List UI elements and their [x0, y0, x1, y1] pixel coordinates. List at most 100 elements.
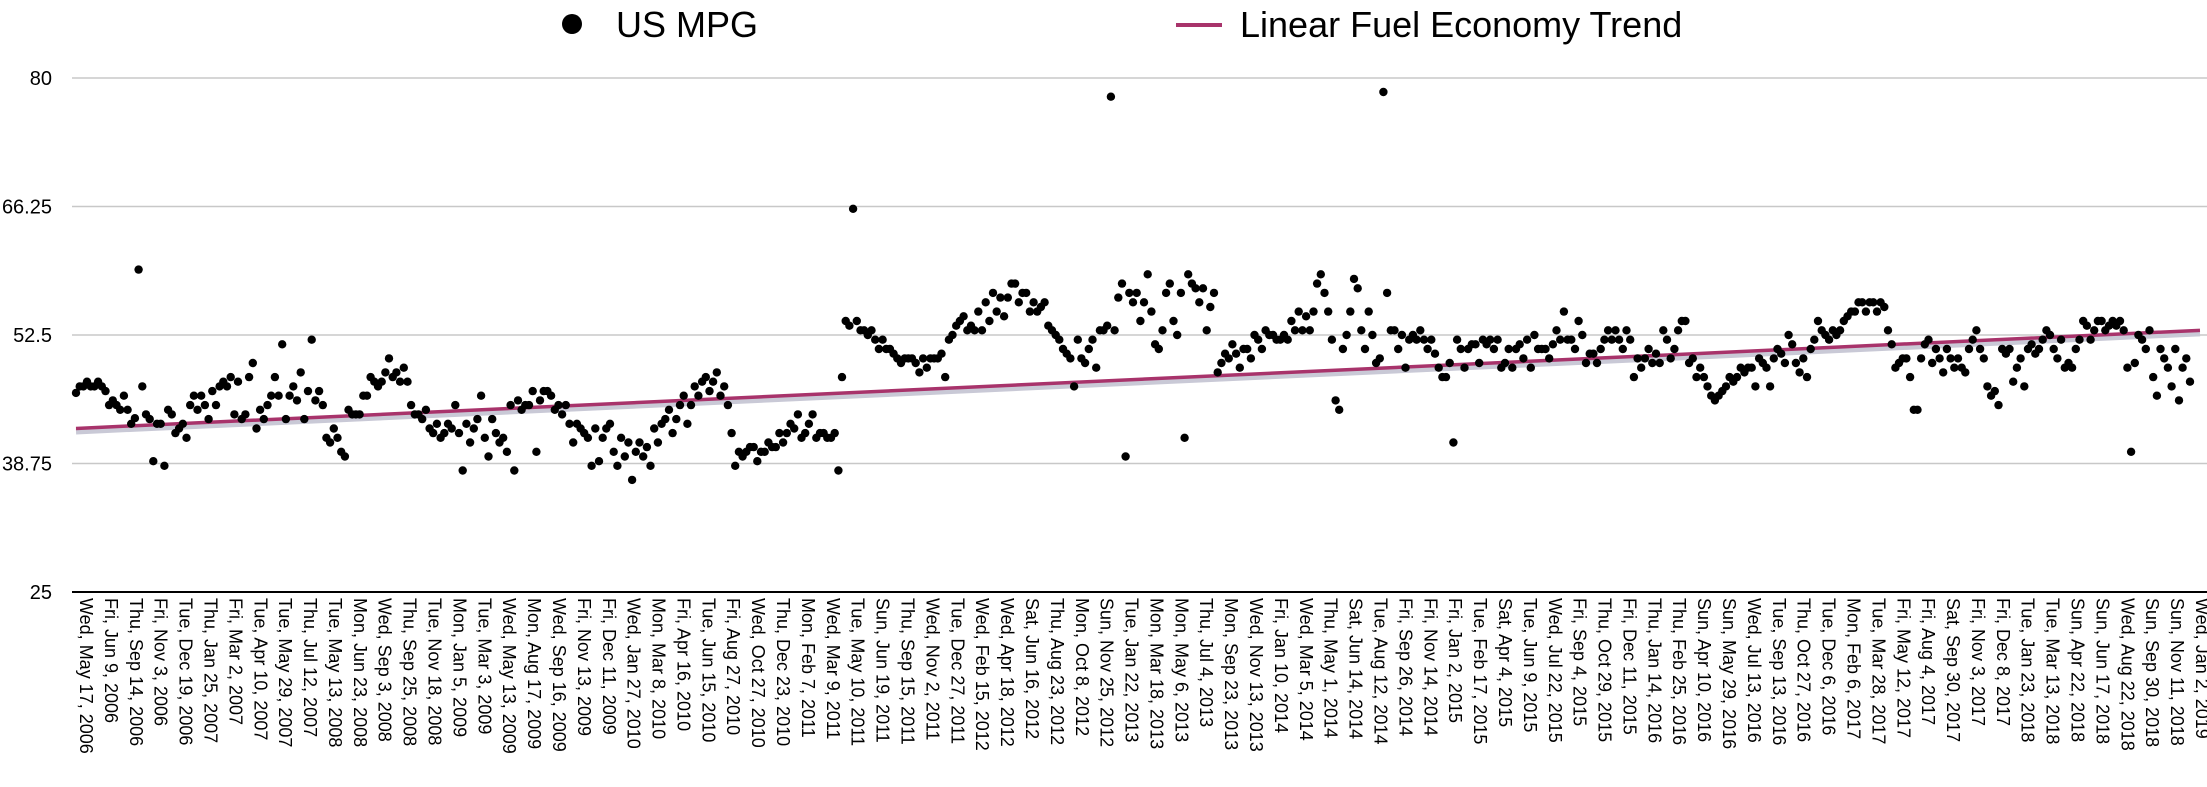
data-point: [1905, 372, 1915, 382]
data-point: [178, 419, 187, 428]
data-point: [1493, 335, 1502, 344]
data-point: [624, 438, 633, 447]
data-point: [2012, 363, 2022, 372]
data-point: [381, 368, 390, 377]
data-point: [1198, 284, 1208, 293]
data-point: [1935, 354, 1944, 363]
data-point: [650, 424, 659, 433]
x-tick-label: Thu, May 1, 2014: [1321, 598, 1341, 738]
data-point: [1169, 316, 1178, 326]
x-tick-label: Fri, Nov 13, 2009: [574, 598, 594, 736]
x-tick-label: Fri, Nov 14, 2014: [1420, 598, 1440, 736]
data-point: [565, 419, 574, 428]
data-point: [1139, 298, 1149, 307]
data-point: [668, 428, 677, 438]
data-point: [2097, 316, 2106, 326]
y-axis-ticks: 25 38.75 52.5 66.25 80: [2, 68, 52, 604]
data-point: [429, 428, 438, 438]
data-point: [1025, 307, 1035, 316]
data-point: [1972, 326, 1981, 335]
data-point: [1541, 344, 1550, 354]
data-point: [683, 419, 692, 428]
data-point: [267, 391, 276, 400]
data-point: [2141, 344, 2150, 354]
data-point: [278, 340, 287, 349]
x-tick-label: Fri, Aug 4, 2017: [1918, 598, 1938, 725]
data-point: [2115, 316, 2125, 326]
data-point: [211, 400, 221, 410]
data-point: [1143, 270, 1152, 279]
data-point: [2123, 363, 2132, 372]
trend-line-group: [75, 328, 2201, 435]
data-point: [591, 424, 600, 433]
data-point: [598, 433, 607, 442]
data-point: [2045, 330, 2055, 340]
data-point: [1106, 92, 1116, 101]
data-point: [1331, 396, 1340, 405]
legend-label-trend: Linear Fuel Economy Trend: [1240, 4, 1682, 45]
data-point: [948, 330, 957, 340]
data-point: [454, 428, 464, 438]
data-point: [642, 442, 652, 452]
data-point: [2005, 344, 2014, 354]
data-point: [1633, 354, 1642, 363]
data-point: [1419, 335, 1429, 344]
data-point: [587, 461, 596, 470]
x-tick-label: Sat, Jun 16, 2012: [1022, 598, 1042, 739]
data-point: [1869, 298, 1878, 307]
data-point: [1257, 344, 1267, 354]
data-point: [2171, 344, 2180, 354]
data-point: [848, 204, 858, 213]
data-point: [2090, 326, 2099, 335]
data-point: [421, 405, 431, 414]
data-point: [1486, 335, 1495, 344]
x-tick-label: Wed, Sep 3, 2008: [375, 598, 395, 742]
data-point: [1592, 358, 1602, 368]
data-point: [1434, 363, 1443, 372]
data-point: [1209, 288, 1219, 298]
legend-marker-us-mpg: [562, 14, 582, 34]
data-point: [1637, 363, 1646, 372]
data-point: [793, 410, 803, 419]
x-tick-label: Fri, Dec 11, 2009: [599, 598, 619, 735]
data-point: [790, 424, 799, 433]
data-point: [1475, 358, 1484, 368]
data-point: [1309, 307, 1318, 316]
data-point: [1603, 326, 1613, 335]
x-tick-label: Thu, Sep 25, 2008: [400, 598, 420, 746]
data-point: [1979, 354, 1989, 363]
trend-line-shadow: [75, 330, 2201, 435]
data-point: [1191, 284, 1200, 293]
data-point: [1813, 316, 1823, 326]
chart-gridlines: [72, 77, 2207, 465]
data-point: [561, 400, 570, 410]
data-point: [1460, 363, 1469, 372]
data-point: [1858, 298, 1867, 307]
data-point: [664, 405, 674, 414]
data-point: [535, 396, 545, 405]
data-point: [988, 288, 998, 298]
x-tick-label: Fri, Sep 4, 2015: [1570, 598, 1590, 726]
data-point: [1324, 307, 1333, 316]
data-point: [259, 414, 268, 424]
data-point: [1883, 326, 1893, 335]
x-tick-label: Wed, Feb 15, 2012: [972, 598, 992, 751]
x-tick-label: Fri, Dec 8, 2017: [1993, 598, 2013, 726]
data-point: [300, 414, 309, 424]
data-point: [1327, 335, 1337, 344]
data-point: [406, 400, 416, 410]
x-tick-label: Fri, Nov 3, 2017: [1968, 598, 1988, 726]
data-point: [1939, 368, 1948, 377]
data-point: [458, 466, 467, 475]
data-point: [1791, 358, 1801, 368]
data-point: [1364, 307, 1373, 316]
data-point: [1401, 363, 1410, 372]
data-point: [985, 316, 994, 326]
data-point: [451, 400, 460, 410]
data-point: [1010, 279, 1020, 288]
data-point: [1618, 344, 1628, 354]
data-point: [1173, 330, 1182, 340]
data-point: [1703, 382, 1712, 391]
data-point: [1640, 354, 1650, 363]
data-point: [395, 377, 405, 386]
